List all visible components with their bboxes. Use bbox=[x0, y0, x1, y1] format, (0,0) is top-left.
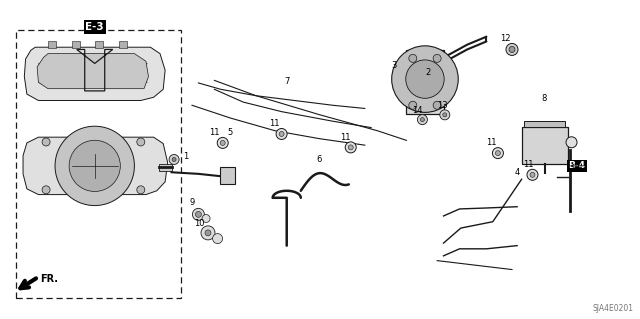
Circle shape bbox=[509, 47, 515, 52]
Text: 4: 4 bbox=[515, 168, 520, 177]
Circle shape bbox=[417, 115, 428, 125]
Circle shape bbox=[348, 145, 353, 150]
Circle shape bbox=[137, 186, 145, 194]
Circle shape bbox=[212, 234, 223, 244]
Text: 3: 3 bbox=[391, 61, 396, 70]
Bar bbox=[524, 121, 565, 127]
Bar bbox=[159, 164, 172, 171]
Circle shape bbox=[169, 154, 179, 165]
Text: 13: 13 bbox=[438, 101, 448, 110]
Text: 11: 11 bbox=[340, 133, 351, 142]
Text: 2: 2 bbox=[425, 68, 430, 77]
Text: SJA4E0201: SJA4E0201 bbox=[593, 304, 634, 313]
Text: 6: 6 bbox=[316, 155, 321, 164]
Circle shape bbox=[202, 214, 210, 223]
Circle shape bbox=[506, 43, 518, 56]
Bar bbox=[568, 139, 575, 145]
Circle shape bbox=[440, 110, 450, 120]
Circle shape bbox=[433, 101, 441, 109]
Text: FR.: FR. bbox=[40, 274, 58, 284]
Circle shape bbox=[195, 211, 202, 217]
Circle shape bbox=[69, 140, 120, 191]
Bar bbox=[220, 167, 235, 184]
Circle shape bbox=[205, 230, 211, 236]
Text: 8: 8 bbox=[541, 94, 547, 103]
Circle shape bbox=[530, 172, 535, 177]
Circle shape bbox=[566, 137, 577, 148]
Bar bbox=[522, 127, 568, 164]
Bar bbox=[16, 30, 181, 298]
Text: E-3: E-3 bbox=[85, 22, 104, 32]
Circle shape bbox=[495, 151, 500, 156]
Circle shape bbox=[42, 186, 50, 194]
Polygon shape bbox=[24, 47, 165, 100]
Bar bbox=[95, 41, 103, 48]
Bar bbox=[49, 41, 56, 48]
Text: 10: 10 bbox=[195, 219, 205, 228]
Text: 11: 11 bbox=[486, 138, 497, 147]
Circle shape bbox=[443, 113, 447, 117]
Text: 1: 1 bbox=[183, 152, 188, 161]
Text: 12: 12 bbox=[500, 34, 511, 43]
Text: B-4: B-4 bbox=[568, 161, 586, 170]
Circle shape bbox=[201, 226, 215, 240]
Circle shape bbox=[193, 208, 204, 220]
Circle shape bbox=[55, 126, 134, 205]
Circle shape bbox=[276, 129, 287, 139]
Polygon shape bbox=[23, 137, 168, 195]
Circle shape bbox=[172, 158, 176, 161]
Circle shape bbox=[345, 142, 356, 153]
Circle shape bbox=[492, 148, 504, 159]
Text: 5: 5 bbox=[228, 128, 233, 137]
Text: 9: 9 bbox=[189, 198, 195, 207]
Circle shape bbox=[409, 101, 417, 109]
Bar bbox=[406, 50, 444, 114]
Circle shape bbox=[220, 140, 225, 145]
Text: 11: 11 bbox=[523, 160, 533, 169]
Text: 11: 11 bbox=[269, 119, 279, 128]
Bar bbox=[72, 41, 79, 48]
Circle shape bbox=[406, 60, 444, 98]
Circle shape bbox=[392, 46, 458, 112]
Text: 11: 11 bbox=[209, 128, 220, 137]
Circle shape bbox=[420, 118, 424, 122]
Circle shape bbox=[137, 138, 145, 146]
Circle shape bbox=[279, 131, 284, 137]
Circle shape bbox=[409, 54, 417, 63]
Circle shape bbox=[433, 54, 441, 63]
Bar bbox=[119, 41, 127, 48]
Polygon shape bbox=[37, 54, 148, 89]
Text: 7: 7 bbox=[284, 77, 289, 86]
Circle shape bbox=[217, 137, 228, 148]
Circle shape bbox=[527, 169, 538, 180]
Text: 14: 14 bbox=[412, 106, 422, 115]
Circle shape bbox=[42, 138, 50, 146]
